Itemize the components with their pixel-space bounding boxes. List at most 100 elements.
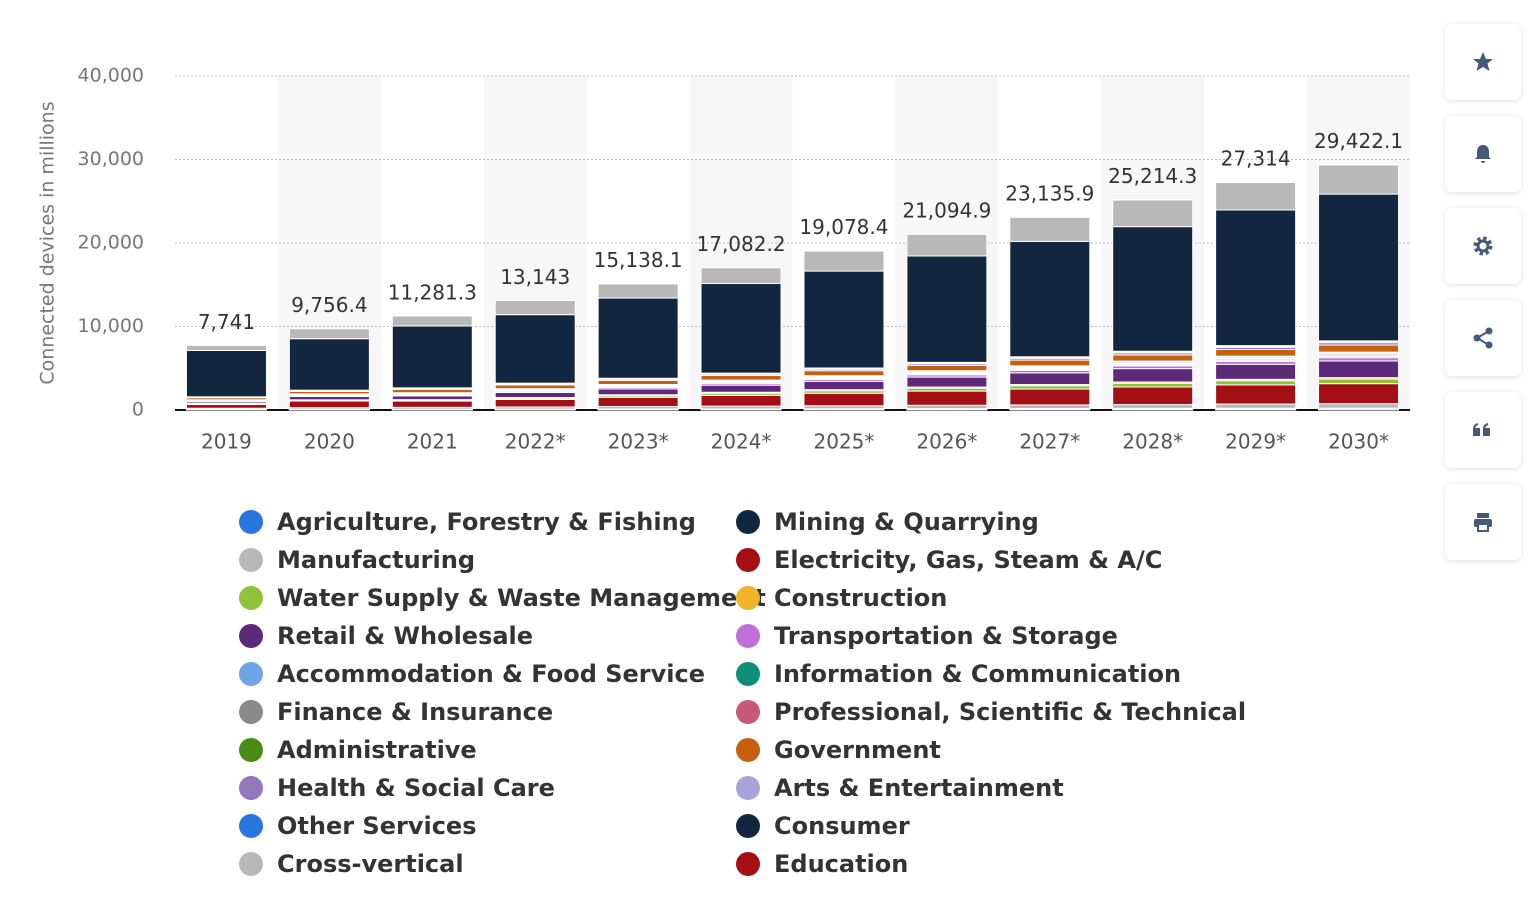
x-tick-label: 2027* (1019, 430, 1080, 454)
total-label: 29,422.1 (1314, 129, 1403, 153)
chart: Connected devices in millions 0 10,000 20,… (37, 65, 1410, 878)
legend-marker (239, 852, 263, 876)
y-tick-label: 10,000 (78, 315, 144, 337)
bar-segment (1318, 344, 1400, 353)
y-tick-label: 0 (132, 399, 144, 421)
bar-segment (1009, 240, 1091, 358)
legend-label: Accommodation & Food Service (277, 660, 705, 688)
legend-marker (736, 510, 760, 534)
total-label: 19,078.4 (799, 215, 888, 239)
x-tick-label: 2024* (711, 430, 772, 454)
bar-segment (391, 325, 473, 389)
legend-marker (736, 662, 760, 686)
legend-marker (239, 776, 263, 800)
bar-segment (906, 255, 988, 363)
bar-segment (185, 344, 267, 351)
bar-segment (1318, 360, 1400, 379)
bar-segment (803, 392, 885, 407)
bar-segment (288, 328, 370, 340)
cite-button[interactable] (1445, 392, 1521, 468)
legend-marker (239, 814, 263, 838)
total-label: 23,135.9 (1005, 181, 1094, 205)
bar-segment (494, 392, 576, 399)
total-label: 17,082.2 (697, 232, 786, 256)
bar-segment (1112, 382, 1194, 388)
legend-marker (239, 548, 263, 572)
x-tick-label: 2023* (608, 430, 669, 454)
bar-segment (1112, 404, 1194, 409)
legend-marker (736, 776, 760, 800)
total-label: 27,314 (1221, 146, 1291, 170)
settings-button[interactable] (1445, 208, 1521, 284)
x-tick-label: 2022* (505, 430, 566, 454)
bar-segment (391, 400, 473, 408)
total-label: 21,094.9 (902, 198, 991, 222)
total-label: 11,281.3 (388, 280, 477, 304)
legend-label: Electricity, Gas, Steam & A/C (774, 546, 1162, 574)
print-button[interactable] (1445, 484, 1521, 560)
bar-segment (494, 299, 576, 316)
legend-label: Mining & Quarrying (774, 508, 1039, 536)
bar-segment (1318, 164, 1400, 195)
bar-segment (1112, 354, 1194, 362)
bar-segment (597, 283, 679, 299)
bar-segment (597, 379, 679, 386)
x-tick-label: 2025* (814, 430, 875, 454)
bar-segment (1318, 193, 1400, 342)
legend-label: Manufacturing (277, 546, 475, 574)
bar-segment (391, 388, 473, 394)
bar-segment (700, 267, 782, 285)
x-tick-label: 2028* (1122, 430, 1183, 454)
bar-segment (906, 404, 988, 410)
bar-segment (700, 384, 782, 393)
bar-segment (391, 315, 473, 327)
bar-segment (1318, 383, 1400, 405)
notification-button[interactable] (1445, 116, 1521, 192)
share-button[interactable] (1445, 300, 1521, 376)
bar-segment (1009, 216, 1091, 242)
legend-marker (239, 624, 263, 648)
legend-label: Transportation & Storage (774, 622, 1118, 650)
bar-segment (906, 233, 988, 257)
x-tick-label: 2030* (1328, 430, 1389, 454)
total-label: 25,214.3 (1108, 164, 1197, 188)
legend-marker (736, 548, 760, 572)
bar-segment (700, 375, 782, 381)
legend-marker (736, 700, 760, 724)
bar-segment (803, 380, 885, 391)
legend-label: Consumer (774, 812, 910, 840)
bar-segment (1318, 403, 1400, 409)
total-label: 13,143 (500, 265, 570, 289)
legend-label: Water Supply & Waste Management (277, 584, 766, 612)
legend-marker (736, 814, 760, 838)
x-tick-label: 2026* (916, 430, 977, 454)
total-label: 7,741 (198, 310, 255, 334)
y-tick-label: 40,000 (78, 65, 144, 87)
total-label: 9,756.4 (291, 293, 367, 317)
legend-label: Other Services (277, 812, 477, 840)
legend-marker (239, 510, 263, 534)
bar-segment (1215, 181, 1297, 211)
bar-segment (597, 396, 679, 407)
y-tick-label: 20,000 (78, 232, 144, 254)
legend-label: Retail & Wholesale (277, 622, 533, 650)
bar-segment (1215, 403, 1297, 409)
x-tick-label: 2019 (201, 430, 252, 454)
bar-segment (1318, 378, 1400, 385)
bar-segment (1009, 372, 1091, 386)
bar-segment (1215, 181, 1297, 183)
legend-label: Administrative (277, 736, 477, 764)
bar-segment (700, 283, 782, 374)
legend-label: Cross-vertical (277, 850, 464, 878)
bar-segment (597, 297, 679, 379)
legend-marker (239, 586, 263, 610)
legend-label: Government (774, 736, 941, 764)
x-tick-label: 2029* (1225, 430, 1286, 454)
bar-segment (1009, 404, 1091, 409)
x-tick-label: 2020 (304, 430, 355, 454)
bar-segment (1009, 359, 1091, 367)
favorite-button[interactable] (1445, 24, 1521, 100)
bar-segment (1009, 385, 1091, 390)
bar-segment (1215, 209, 1297, 347)
